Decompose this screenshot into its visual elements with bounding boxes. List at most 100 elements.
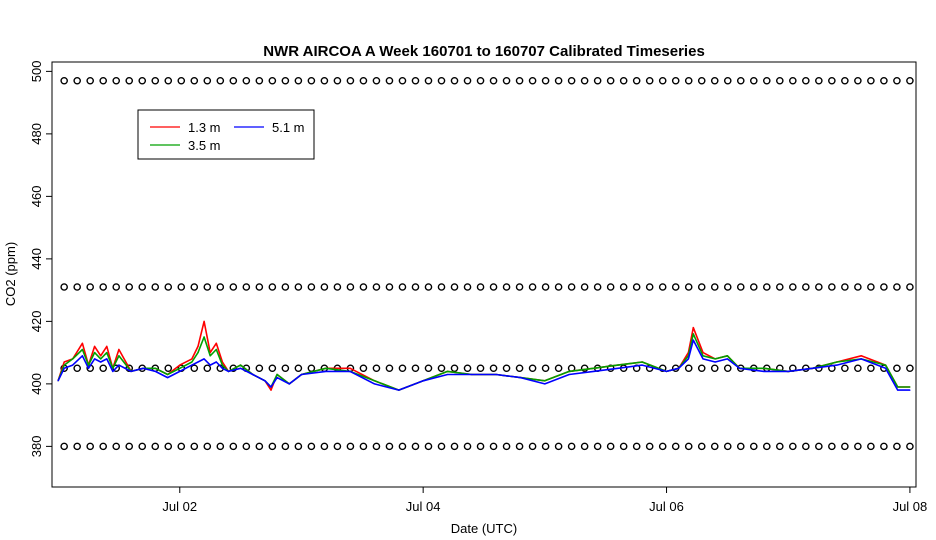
ref-marker-405-36 (528, 364, 537, 373)
series-point-1-48 (714, 358, 716, 360)
ref-marker-497-29 (437, 76, 446, 85)
ref-marker-431-2 (86, 283, 94, 291)
series-point-2-57 (897, 389, 899, 391)
ref-marker-497-52 (736, 76, 745, 85)
series-point-2-37 (519, 377, 522, 379)
ref-marker-431-16 (268, 283, 277, 291)
ref-marker-497-34 (502, 76, 511, 85)
ref-marker-497-6 (138, 76, 147, 85)
ref-marker-405-30 (450, 364, 459, 373)
series-point-2-32 (398, 389, 400, 391)
ref-marker-497-8 (164, 76, 173, 85)
ref-marker-497-27 (411, 76, 420, 85)
ref-marker-380-39 (567, 442, 576, 451)
legend-box (137, 109, 315, 160)
ref-marker-431-14 (242, 283, 251, 291)
ref-marker-405-13 (229, 364, 238, 373)
ref-marker-431-4 (112, 283, 121, 291)
series-point-2-7 (106, 358, 108, 360)
ref-marker-431-47 (671, 283, 680, 291)
series-point-1-47 (702, 355, 704, 357)
ref-marker-431-30 (450, 283, 459, 291)
ref-marker-431-39 (567, 283, 576, 291)
ref-marker-380-19 (307, 442, 316, 451)
chart-title: NWR AIRCOA A Week 160701 to 160707 Calib… (263, 43, 705, 60)
ref-marker-380-58 (815, 442, 823, 451)
series-point-2-16 (197, 361, 199, 363)
ref-marker-497-31 (463, 76, 472, 85)
ref-marker-431-59 (828, 283, 836, 291)
ref-marker-380-49 (697, 442, 706, 451)
ref-marker-431-12 (216, 283, 225, 291)
ref-marker-431-57 (802, 283, 810, 291)
ref-marker-431-52 (736, 283, 745, 291)
ref-marker-431-49 (697, 283, 706, 291)
series-point-0-9 (118, 348, 120, 351)
series-point-0-55 (860, 355, 862, 357)
ref-marker-431-25 (385, 283, 394, 291)
ref-marker-497-20 (320, 76, 329, 85)
ref-marker-497-2 (86, 76, 94, 85)
series-point-2-43 (665, 370, 668, 372)
ref-marker-380-7 (151, 442, 160, 451)
series-point-1-18 (209, 355, 211, 357)
ref-marker-497-35 (515, 76, 524, 85)
ref-marker-380-26 (398, 442, 407, 451)
ref-marker-497-28 (424, 76, 433, 85)
ref-marker-431-22 (346, 283, 355, 291)
series-point-2-17 (203, 358, 205, 360)
ref-marker-497-19 (307, 76, 316, 85)
series-point-2-22 (240, 367, 242, 369)
series-point-2-52 (787, 370, 789, 372)
ref-marker-380-6 (138, 442, 147, 451)
ref-marker-431-7 (151, 283, 160, 291)
ref-marker-380-55 (776, 442, 784, 451)
ref-marker-431-32 (476, 283, 485, 291)
series-point-1-57 (897, 386, 899, 388)
ref-marker-497-54 (762, 76, 771, 85)
ref-marker-497-58 (815, 76, 823, 85)
ref-marker-497-40 (580, 76, 589, 85)
series-point-2-13 (167, 377, 169, 379)
ref-marker-497-60 (841, 76, 849, 85)
ref-marker-431-38 (554, 283, 563, 291)
ref-marker-431-13 (229, 283, 238, 291)
series-point-1-9 (118, 355, 120, 357)
ref-marker-380-37 (541, 442, 550, 451)
ref-marker-380-10 (190, 442, 199, 451)
ref-marker-431-56 (789, 283, 797, 291)
series-point-2-40 (592, 370, 595, 372)
series-point-1-5 (93, 352, 96, 354)
series-point-2-4 (87, 367, 90, 369)
ref-marker-497-7 (151, 76, 160, 85)
legend-label-1-3m: 1.3 m (188, 120, 221, 135)
ref-marker-431-11 (203, 283, 212, 291)
ref-marker-380-46 (658, 442, 667, 451)
ref-marker-431-33 (489, 283, 498, 291)
ref-marker-380-56 (789, 442, 797, 451)
ref-marker-380-50 (710, 442, 719, 451)
ref-marker-431-10 (190, 283, 199, 291)
ref-marker-431-51 (723, 283, 732, 291)
series-point-1-6 (100, 358, 102, 360)
ref-marker-380-15 (255, 442, 264, 451)
ref-marker-431-64 (893, 283, 901, 291)
ref-marker-497-16 (268, 76, 277, 85)
ref-marker-431-9 (177, 283, 186, 291)
x-tick-label-1: Jul 04 (406, 499, 441, 514)
series-point-1-14 (179, 367, 181, 369)
ref-marker-380-53 (749, 442, 758, 451)
ref-marker-497-13 (229, 76, 238, 85)
series-point-1-42 (641, 361, 643, 363)
series-point-1-51 (763, 367, 765, 369)
ref-marker-405-64 (893, 364, 901, 373)
ref-marker-431-24 (372, 283, 381, 291)
series-point-1-1 (63, 364, 65, 366)
ref-marker-431-1 (73, 283, 81, 291)
y-tick-label-460: 460 (29, 186, 44, 208)
series-point-2-1 (63, 367, 65, 369)
ref-marker-497-1 (73, 76, 81, 85)
series-point-0-30 (349, 367, 351, 369)
series-point-1-12 (154, 367, 157, 369)
series-point-1-17 (203, 336, 205, 338)
